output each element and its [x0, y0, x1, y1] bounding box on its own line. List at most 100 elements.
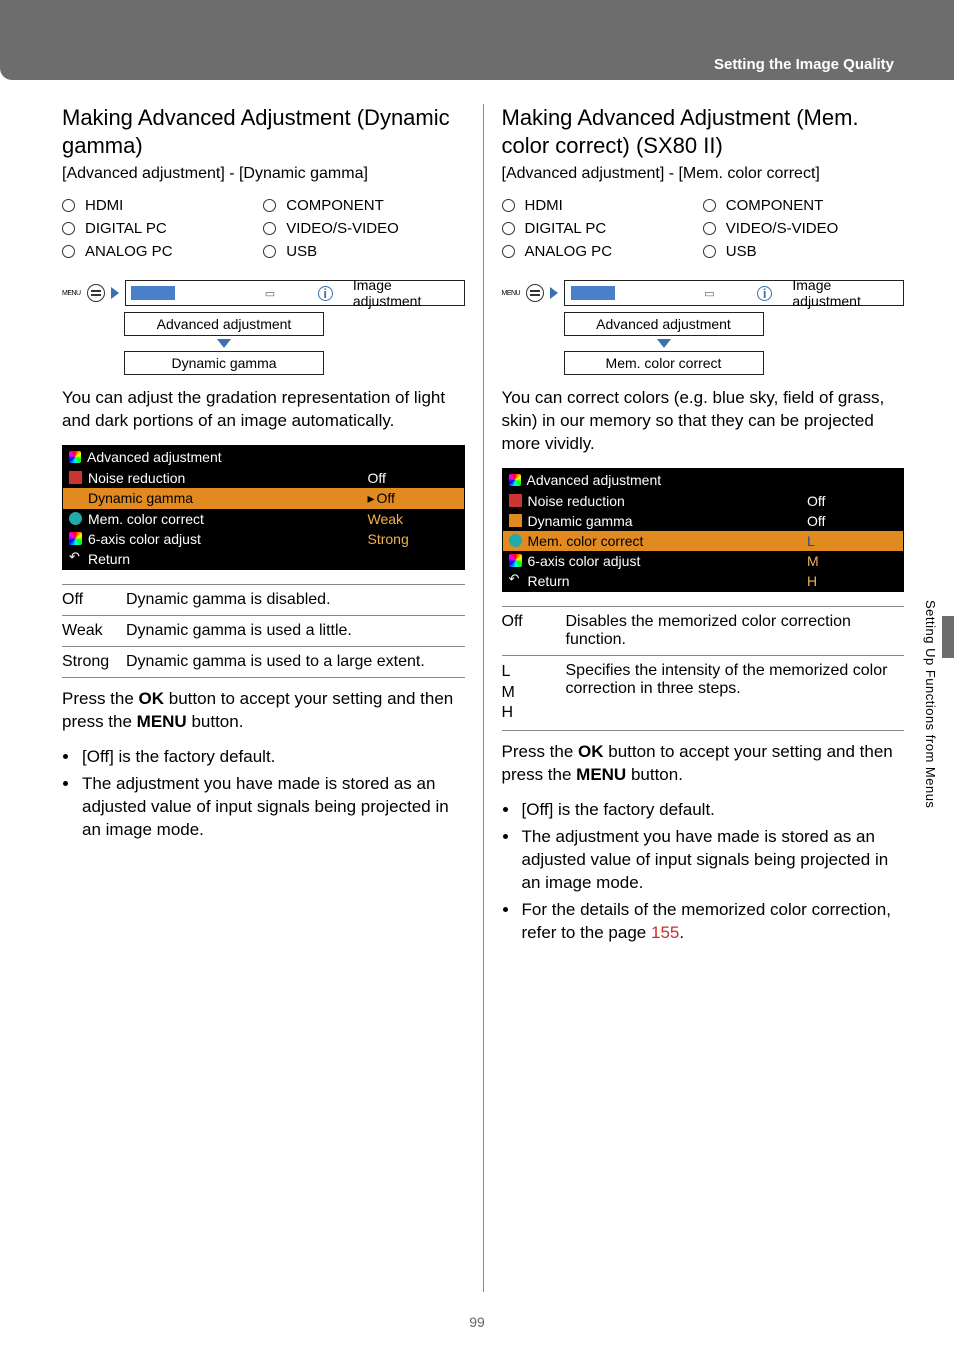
t: button. — [626, 765, 683, 784]
right-options-table: Off Disables the memorized color correcti… — [502, 606, 905, 731]
input-analogpc: ANALOG PC — [62, 243, 263, 260]
row-icon — [509, 514, 522, 527]
menu-icon — [526, 284, 544, 302]
osd-title-text: Advanced adjustment — [87, 449, 222, 465]
input-label: COMPONENT — [286, 197, 384, 214]
return-icon — [509, 574, 522, 587]
menu-label: MENU — [62, 290, 81, 297]
osd-row: 6-axis color adjust M — [503, 551, 904, 571]
tab-display-icon — [131, 286, 175, 300]
sub-box-1: Advanced adjustment — [124, 312, 324, 336]
t: Press the — [502, 742, 579, 761]
bullet: The adjustment you have made is stored a… — [520, 826, 905, 895]
sub-box-2: Dynamic gamma — [124, 351, 324, 375]
arrow-down-icon — [657, 339, 671, 348]
right-title: Making Advanced Adjustment (Mem. color c… — [502, 104, 905, 159]
osd-row: Mem. color correct Weak — [63, 509, 464, 529]
input-label: HDMI — [85, 197, 123, 214]
input-label: HDMI — [525, 197, 563, 214]
row-value: H — [807, 573, 897, 589]
right-osd: Advanced adjustment Noise reductionOff D… — [502, 468, 905, 592]
sub-box-1: Advanced adjustment — [564, 312, 764, 336]
opt-key: Weak — [62, 622, 116, 640]
left-para: You can adjust the gradation representat… — [62, 387, 465, 433]
t: button. — [187, 712, 244, 731]
radio-icon — [62, 222, 75, 235]
row-label: Mem. color correct — [88, 511, 362, 527]
opt-row: Off Dynamic gamma is disabled. — [62, 584, 465, 616]
left-osd: Advanced adjustment Noise reductionOff D… — [62, 445, 465, 570]
return-icon — [69, 552, 82, 565]
menu-label: MENU — [137, 712, 187, 731]
opt-desc: Dynamic gamma is disabled. — [126, 591, 331, 609]
sub-box-2: Mem. color correct — [564, 351, 764, 375]
menu-icon — [87, 284, 105, 302]
palette-icon — [69, 451, 81, 463]
row-icon — [69, 532, 82, 545]
left-title: Making Advanced Adjustment (Dynamic gamm… — [62, 104, 465, 159]
tab-projector-icon: ▭ — [242, 281, 297, 305]
radio-icon — [703, 245, 716, 258]
row-value: Off — [807, 493, 897, 509]
right-inputs: HDMI COMPONENT DIGITAL PC VIDEO/S-VIDEO … — [502, 197, 905, 260]
row-value: Off — [368, 470, 458, 486]
opt-row: Off Disables the memorized color correcti… — [502, 606, 905, 656]
t: Press the — [62, 689, 139, 708]
input-label: DIGITAL PC — [525, 220, 607, 237]
right-path: [Advanced adjustment] - [Mem. color corr… — [502, 165, 905, 183]
osd-title: Advanced adjustment — [63, 446, 464, 468]
bullet: The adjustment you have made is stored a… — [80, 773, 465, 842]
opt-key: LMH — [502, 662, 556, 724]
input-analogpc: ANALOG PC — [502, 243, 703, 260]
row-icon — [509, 554, 522, 567]
input-digitalpc: DIGITAL PC — [502, 220, 703, 237]
tab-label: Image adjustment — [792, 281, 903, 305]
row-value: Strong — [368, 531, 458, 547]
input-usb: USB — [263, 243, 464, 260]
right-para: You can correct colors (e.g. blue sky, f… — [502, 387, 905, 456]
left-bullets: [Off] is the factory default. The adjust… — [80, 746, 465, 842]
input-label: USB — [286, 243, 317, 260]
header-bar: Setting the Image Quality — [0, 0, 954, 80]
radio-icon — [62, 199, 75, 212]
osd-row: Dynamic gammaOff — [503, 511, 904, 531]
row-label: 6-axis color adjust — [528, 553, 802, 569]
osd-row-selected: Dynamic gammaOff — [63, 488, 464, 509]
radio-icon — [62, 245, 75, 258]
ok-label: OK — [578, 742, 604, 761]
side-tab-mark — [942, 616, 954, 658]
opt-desc: Dynamic gamma is used a little. — [126, 622, 352, 640]
row-label: Return — [88, 551, 362, 567]
content: Making Advanced Adjustment (Dynamic gamm… — [62, 104, 904, 1292]
opt-key: Off — [62, 591, 116, 609]
row-icon — [509, 494, 522, 507]
bullet-text: For the details of the memorized color c… — [522, 900, 891, 942]
osd-row: ReturnH — [503, 571, 904, 591]
menu-label: MENU — [502, 290, 521, 297]
palette-icon — [509, 474, 521, 486]
row-value: Off — [807, 513, 897, 529]
row-icon — [69, 471, 82, 484]
row-value: Weak — [368, 511, 458, 527]
row-value: M — [807, 553, 897, 569]
row-label: Mem. color correct — [528, 533, 802, 549]
page-link[interactable]: 155 — [651, 923, 679, 942]
input-usb: USB — [703, 243, 904, 260]
opt-key: Off — [502, 613, 556, 631]
arrow-down-icon — [217, 339, 231, 348]
tab-info-icon: i — [737, 281, 792, 305]
radio-icon — [502, 222, 515, 235]
row-label: Dynamic gamma — [88, 490, 362, 506]
opt-desc: Disables the memorized color correction … — [566, 613, 905, 649]
input-digitalpc: DIGITAL PC — [62, 220, 263, 237]
tab-info-icon: i — [298, 281, 353, 305]
row-label: 6-axis color adjust — [88, 531, 362, 547]
header-crumb: Setting the Image Quality — [714, 56, 894, 73]
input-label: ANALOG PC — [525, 243, 613, 260]
tab-color-icon — [620, 281, 681, 305]
opt-desc: Specifies the intensity of the memorized… — [566, 662, 905, 698]
page-number: 99 — [469, 1314, 485, 1330]
tab-color-icon — [181, 281, 242, 305]
osd-title-text: Advanced adjustment — [527, 472, 662, 488]
input-hdmi: HDMI — [502, 197, 703, 214]
